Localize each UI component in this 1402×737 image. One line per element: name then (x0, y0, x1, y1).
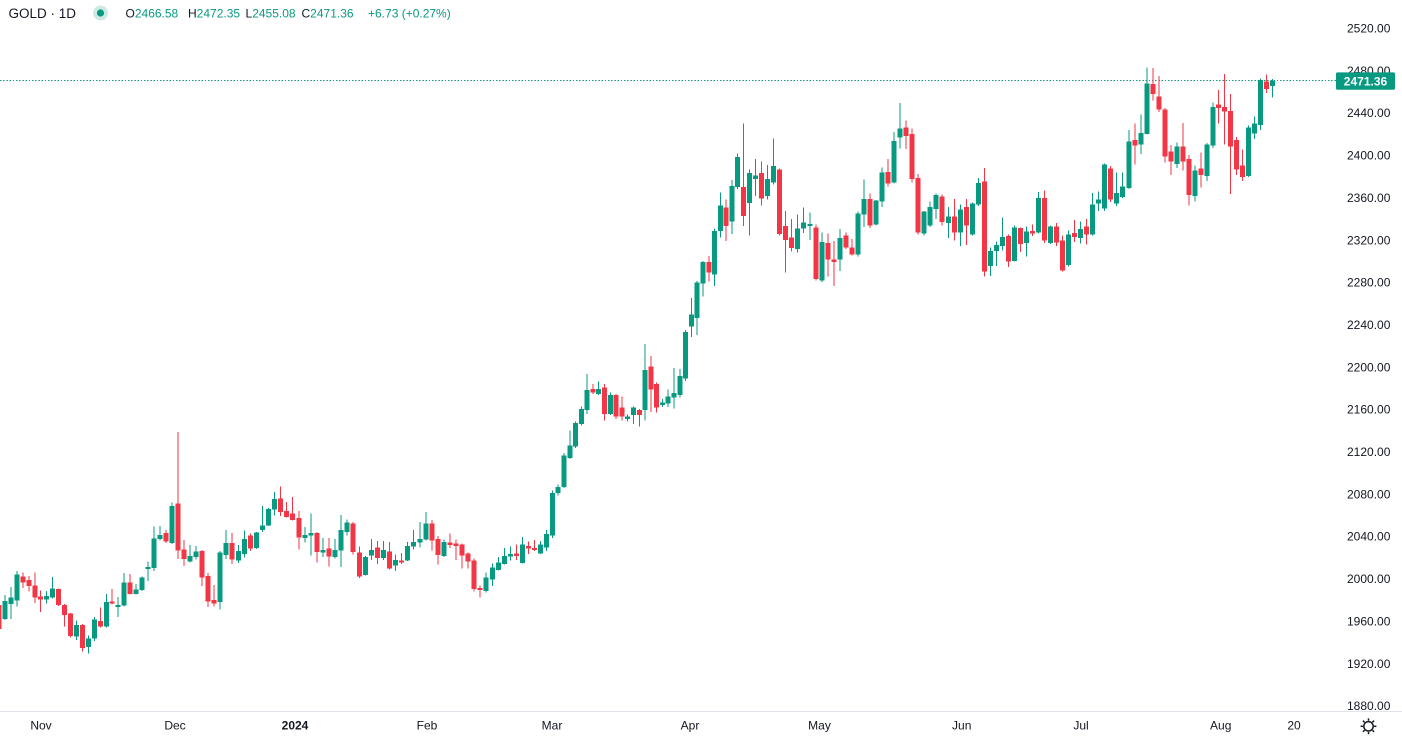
svg-text:Dec: Dec (164, 719, 185, 733)
svg-text:Feb: Feb (417, 719, 438, 733)
svg-text:C2471.36: C2471.36 (302, 7, 354, 21)
svg-text:20: 20 (1287, 719, 1301, 733)
svg-text:2000.00: 2000.00 (1347, 572, 1391, 586)
svg-text:2440.00: 2440.00 (1347, 106, 1391, 120)
svg-text:L2455.08: L2455.08 (246, 7, 296, 21)
svg-text:Mar: Mar (542, 719, 563, 733)
svg-text:Apr: Apr (681, 719, 700, 733)
svg-text:2360.00: 2360.00 (1347, 191, 1391, 205)
svg-text:Nov: Nov (30, 719, 51, 733)
svg-text:1880.00: 1880.00 (1347, 699, 1391, 713)
svg-text:H2472.35: H2472.35 (188, 7, 240, 21)
svg-text:Jul: Jul (1073, 719, 1088, 733)
svg-text:2024: 2024 (282, 719, 309, 733)
svg-text:2080.00: 2080.00 (1347, 487, 1391, 501)
svg-text:2280.00: 2280.00 (1347, 276, 1391, 290)
svg-text:Aug: Aug (1210, 719, 1231, 733)
svg-text:2160.00: 2160.00 (1347, 403, 1391, 417)
svg-text:+6.73 (+0.27%): +6.73 (+0.27%) (368, 7, 451, 21)
svg-text:GOLD · 1D: GOLD · 1D (9, 6, 77, 21)
svg-text:2200.00: 2200.00 (1347, 360, 1391, 374)
svg-text:1960.00: 1960.00 (1347, 614, 1391, 628)
svg-text:2320.00: 2320.00 (1347, 233, 1391, 247)
svg-text:2400.00: 2400.00 (1347, 149, 1391, 163)
svg-text:1920.00: 1920.00 (1347, 657, 1391, 671)
svg-text:2040.00: 2040.00 (1347, 530, 1391, 544)
svg-text:2471.36: 2471.36 (1344, 75, 1388, 89)
svg-text:O2466.58: O2466.58 (126, 7, 179, 21)
svg-text:2520.00: 2520.00 (1347, 22, 1391, 36)
svg-text:Jun: Jun (952, 719, 971, 733)
svg-text:2120.00: 2120.00 (1347, 445, 1391, 459)
svg-text:2240.00: 2240.00 (1347, 318, 1391, 332)
svg-text:May: May (808, 719, 831, 733)
